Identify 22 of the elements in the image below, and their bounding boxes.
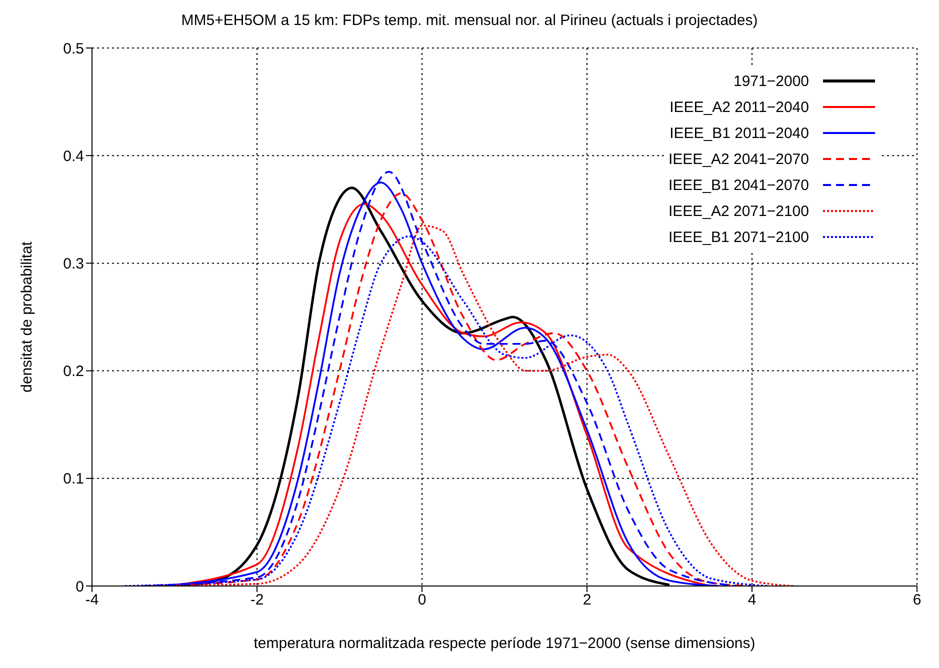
x-tick-label: -2 [250,592,264,609]
legend-label: IEEE_B1 2071−2100 [668,228,809,246]
legend-label: IEEE_B1 2041−2070 [668,176,809,194]
y-tick-label: 0 [76,578,84,596]
x-axis-title: temperatura normalitzada respecte període 1971−2000 (sense dimensions) [254,635,756,652]
legend-label: IEEE_A2 2071−2100 [668,202,809,220]
y-tick-label: 0.4 [63,148,84,165]
x-tick-label: 0 [418,592,426,609]
x-tick-label: 4 [748,592,756,609]
y-axis-title: densitat de probabilitat [18,240,36,392]
legend-label: 1971−2000 [734,72,809,90]
x-tick-label: 6 [912,592,922,609]
y-tick-label: 0.5 [63,40,84,58]
x-tick-label: 2 [582,592,592,609]
y-tick-label: 0.1 [63,470,84,488]
y-tick-label: 0.2 [63,363,84,380]
chart-title: MM5+EH5OM a 15 km: FDPs temp. mit. mensual nor. al Pirineu (actuals i projectades) [180,11,759,31]
legend-label: IEEE_A2 2041−2070 [668,150,809,168]
legend-label: IEEE_A2 2011−2040 [670,98,809,116]
y-tick-label: 0.3 [63,256,84,273]
x-tick-label: -4 [85,592,99,609]
legend-label: IEEE_B1 2011−2040 [670,124,809,142]
